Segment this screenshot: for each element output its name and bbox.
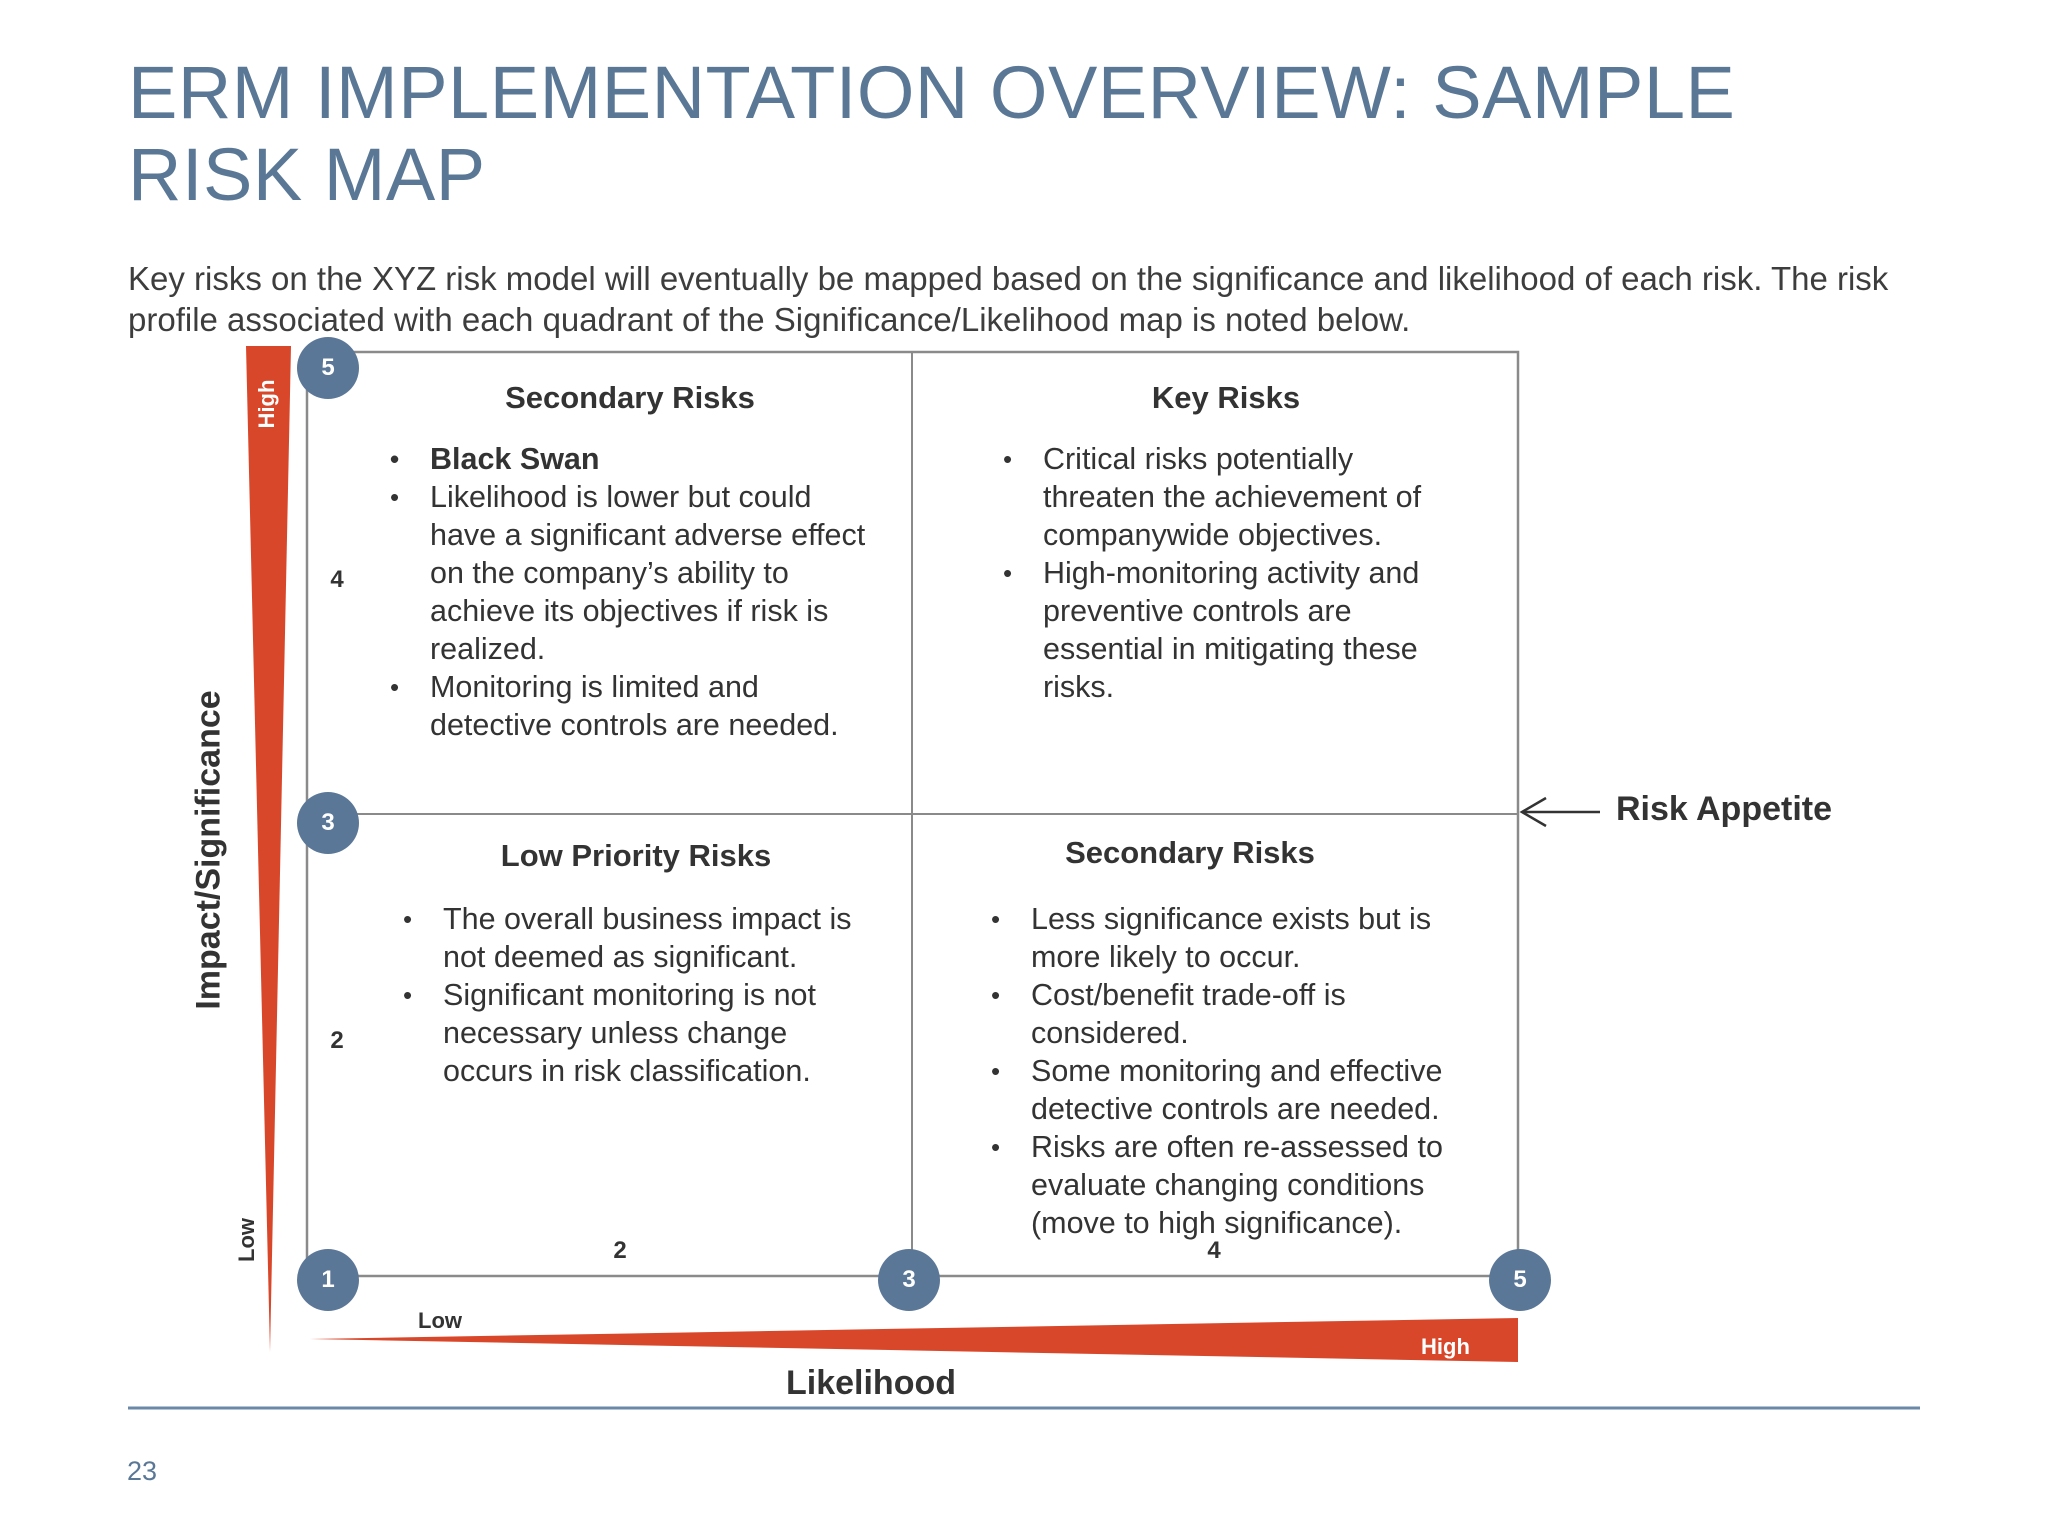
intro-text: Key risks on the XYZ risk model will eve… bbox=[128, 260, 1889, 338]
x-marker-5 bbox=[1489, 1249, 1551, 1311]
quadrant-bottom-right-bullets: Less significance exists but is more lik… bbox=[991, 900, 1481, 1242]
list-item: Critical risks potentially threaten the … bbox=[1003, 440, 1433, 554]
list-item: Risks are often re-assessed to evaluate … bbox=[991, 1128, 1481, 1242]
y-marker-3 bbox=[297, 792, 359, 854]
origin-marker-1 bbox=[297, 1249, 359, 1311]
likelihood-high-label: High bbox=[1421, 1334, 1470, 1359]
risk-appetite-label: Risk Appetite bbox=[1616, 790, 1833, 828]
likelihood-wedge bbox=[310, 1318, 1518, 1362]
list-item: High-monitoring activity and preventive … bbox=[1003, 554, 1433, 706]
x-tick-2: 2 bbox=[613, 1237, 627, 1264]
page-title: ERM IMPLEMENTATION OVERVIEW: SAMPLE RISK… bbox=[128, 51, 1736, 216]
list-item: Cost/benefit trade-off is considered. bbox=[991, 976, 1481, 1052]
quadrant-top-right-bullets: Critical risks potentially threaten the … bbox=[1003, 440, 1433, 706]
list-item: Less significance exists but is more lik… bbox=[991, 900, 1481, 976]
quadrant-top-left-bullets: Black Swan Likelihood is lower but could… bbox=[390, 440, 870, 744]
y-marker-5-label: 5 bbox=[321, 354, 335, 381]
list-item: Black Swan bbox=[390, 440, 870, 478]
x-marker-5-label: 5 bbox=[1513, 1266, 1527, 1293]
y-axis-title: Impact/Significance bbox=[189, 690, 228, 1010]
quadrant-bottom-right-title: Secondary Risks bbox=[1065, 835, 1315, 870]
list-item: Some monitoring and effective detective … bbox=[991, 1052, 1481, 1128]
y-marker-5 bbox=[297, 337, 359, 399]
list-item: Likelihood is lower but could have a sig… bbox=[390, 478, 870, 668]
likelihood-low-label: Low bbox=[418, 1308, 462, 1333]
list-item: The overall business impact is not deeme… bbox=[403, 900, 883, 976]
x-marker-3-label: 3 bbox=[902, 1266, 916, 1293]
y-tick-4: 4 bbox=[330, 566, 344, 593]
y-marker-3-label: 3 bbox=[321, 809, 335, 836]
page-number: 23 bbox=[127, 1456, 158, 1486]
list-item: Monitoring is limited and detective cont… bbox=[390, 668, 870, 744]
impact-high-label: High bbox=[254, 379, 279, 429]
quadrant-top-right-title: Key Risks bbox=[1151, 380, 1301, 415]
x-marker-3 bbox=[878, 1249, 940, 1311]
quadrant-bottom-left-title: Low Priority Risks bbox=[500, 838, 772, 873]
list-item: Significant monitoring is not necessary … bbox=[403, 976, 883, 1090]
x-axis-title: Likelihood bbox=[786, 1364, 956, 1402]
quadrant-top-left-title: Secondary Risks bbox=[505, 380, 755, 415]
impact-low-label: Low bbox=[234, 1218, 259, 1262]
y-tick-2: 2 bbox=[330, 1027, 344, 1054]
x-tick-4: 4 bbox=[1207, 1237, 1221, 1264]
quadrant-bottom-left-bullets: The overall business impact is not deeme… bbox=[403, 900, 883, 1090]
origin-marker-1-label: 1 bbox=[321, 1266, 335, 1293]
impact-wedge bbox=[246, 346, 291, 1352]
